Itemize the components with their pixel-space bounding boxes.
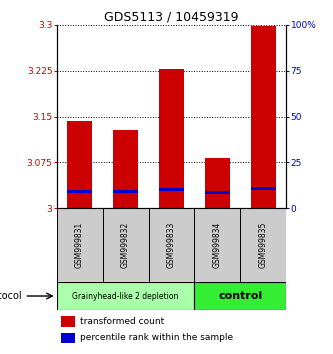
Bar xyxy=(194,282,286,310)
Text: GSM999831: GSM999831 xyxy=(75,222,84,268)
Bar xyxy=(159,69,184,209)
Bar xyxy=(67,190,92,193)
Text: protocol: protocol xyxy=(0,291,22,301)
Bar xyxy=(205,191,230,194)
Bar xyxy=(149,209,194,282)
Text: percentile rank within the sample: percentile rank within the sample xyxy=(80,333,233,342)
Bar xyxy=(113,190,138,193)
Bar xyxy=(57,282,194,310)
Bar xyxy=(251,187,276,190)
Text: GSM999835: GSM999835 xyxy=(259,222,268,268)
Bar xyxy=(103,209,149,282)
Text: control: control xyxy=(218,291,262,301)
Bar xyxy=(240,209,286,282)
Title: GDS5113 / 10459319: GDS5113 / 10459319 xyxy=(104,11,239,24)
Bar xyxy=(67,121,92,209)
Bar xyxy=(194,209,240,282)
Bar xyxy=(61,333,75,343)
Text: GSM999832: GSM999832 xyxy=(121,222,130,268)
Text: transformed count: transformed count xyxy=(80,317,164,326)
Text: Grainyhead-like 2 depletion: Grainyhead-like 2 depletion xyxy=(72,291,179,301)
Bar xyxy=(205,158,230,209)
Text: GSM999833: GSM999833 xyxy=(167,222,176,268)
Bar xyxy=(159,188,184,191)
Text: GSM999834: GSM999834 xyxy=(213,222,222,268)
Bar xyxy=(113,130,138,209)
Bar xyxy=(57,209,103,282)
Bar xyxy=(251,26,276,209)
Bar xyxy=(61,316,75,327)
